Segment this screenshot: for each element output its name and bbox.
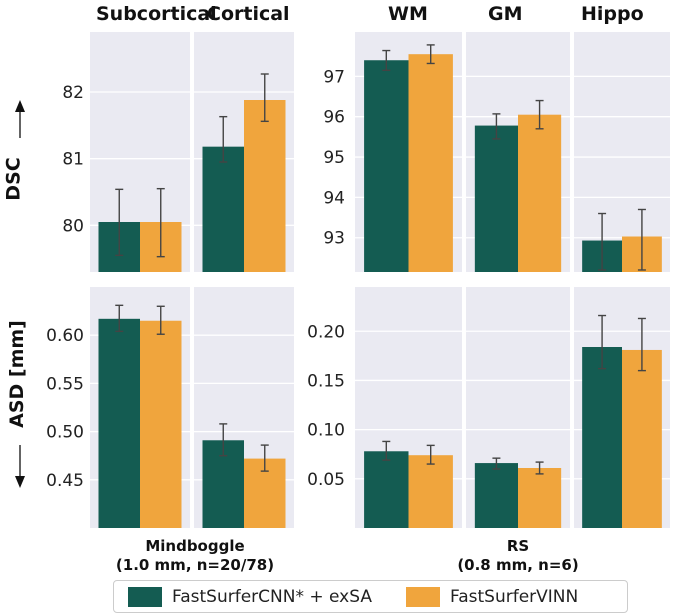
ytick-dsc-rs-3: 96	[323, 108, 345, 128]
legend-swatch-cnn	[128, 586, 162, 607]
bar-dsc-gm-vinn	[518, 114, 562, 272]
group-name-rs: RS	[506, 537, 530, 555]
legend-item-vinn: FastSurferVINN	[406, 581, 578, 612]
ytick-asd-mindboggle-0: 0.45	[46, 471, 84, 491]
ytick-asd-rs-3: 0.20	[307, 322, 345, 342]
ytick-dsc-rs-1: 94	[323, 188, 345, 208]
y-label-asd: ASD [mm]	[5, 320, 28, 428]
panel-dsc-hippo	[574, 32, 670, 272]
group-name-mindboggle: Mindboggle	[145, 537, 245, 555]
bar-dsc-gm-cnn	[474, 125, 518, 272]
legend-swatch-vinn	[406, 586, 440, 607]
ytick-dsc-rs-4: 97	[323, 67, 345, 87]
legend-label-cnn: FastSurferCNN* + exSA	[172, 586, 372, 607]
ytick-dsc-mindboggle-1: 81	[62, 150, 84, 170]
bar-asd-subcortical-cnn	[98, 318, 140, 528]
group-label-rs: RS (0.8 mm, n=6)	[367, 537, 669, 575]
y-label-dsc: DSC	[2, 157, 25, 201]
bar-dsc-cortical-vinn	[244, 100, 286, 272]
legend-item-cnn: FastSurferCNN* + exSA	[128, 581, 372, 612]
bar-asd-hippo-vinn	[622, 349, 662, 528]
dsc-arrow-head	[15, 100, 25, 112]
ytick-asd-rs-1: 0.10	[307, 421, 345, 441]
ytick-dsc-mindboggle-2: 82	[62, 83, 84, 103]
bar-asd-wm-cnn	[364, 451, 409, 528]
bar-dsc-wm-cnn	[364, 60, 409, 273]
ytick-asd-mindboggle-1: 0.50	[46, 423, 84, 443]
col-title-cortical: Cortical	[207, 3, 290, 25]
ytick-dsc-mindboggle-0: 80	[62, 216, 84, 236]
bar-asd-subcortical-vinn	[140, 320, 182, 528]
group-label-mindboggle: Mindboggle (1.0 mm, n=20/78)	[90, 537, 300, 575]
col-title-gm: GM	[488, 3, 523, 25]
ytick-asd-mindboggle-2: 0.55	[46, 374, 84, 394]
ytick-asd-mindboggle-3: 0.60	[46, 326, 84, 346]
legend-label-vinn: FastSurferVINN	[450, 586, 579, 607]
col-title-wm: WM	[388, 3, 428, 25]
bar-asd-wm-vinn	[408, 455, 453, 528]
bar-asd-gm-cnn	[474, 463, 518, 528]
ytick-dsc-rs-2: 95	[323, 148, 345, 168]
asd-arrow-head	[15, 476, 25, 488]
bar-asd-gm-vinn	[518, 467, 562, 528]
col-title-subcortical: Subcortical	[96, 3, 217, 25]
group-sub-rs: (0.8 mm, n=6)	[457, 556, 579, 574]
bar-dsc-cortical-cnn	[202, 146, 244, 272]
legend: FastSurferCNN* + exSA FastSurferVINN	[113, 580, 628, 613]
col-title-hippo: Hippo	[581, 3, 644, 25]
bar-asd-hippo-cnn	[582, 347, 622, 528]
ytick-asd-rs-0: 0.05	[307, 470, 345, 490]
ytick-dsc-rs-0: 93	[323, 229, 345, 249]
ytick-asd-rs-2: 0.15	[307, 371, 345, 391]
group-sub-mindboggle: (1.0 mm, n=20/78)	[115, 556, 275, 574]
bar-dsc-wm-vinn	[408, 54, 453, 272]
